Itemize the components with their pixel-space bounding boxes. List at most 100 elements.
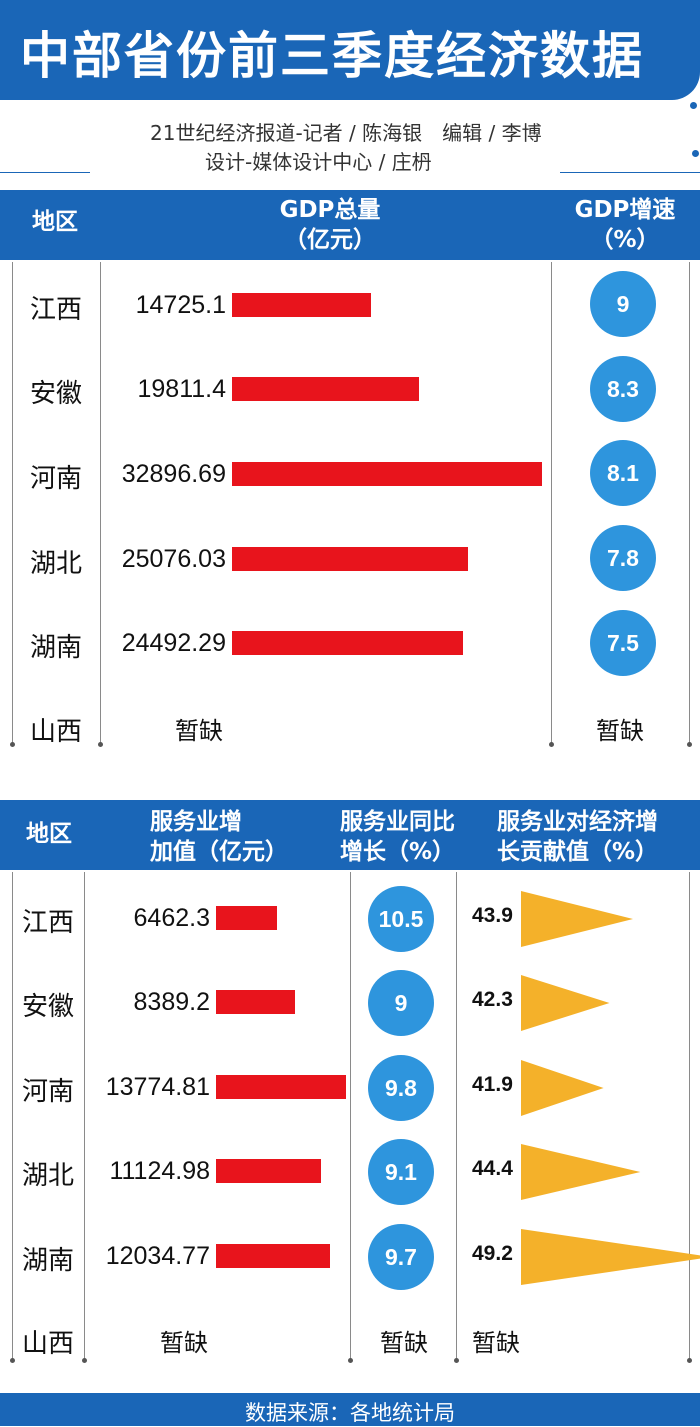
table2-header-growth-2: 增长（%） [340,839,456,865]
t1-gdp-bar [232,547,469,571]
t2-growth-circle: 9.7 [368,1224,434,1290]
divider-dot [10,742,15,747]
divider-dot [549,742,554,747]
table1-header-region: 地区 [32,209,78,235]
t1-region: 河南 [30,464,83,494]
table2-header-contrib-1: 服务业对经济增 [497,809,658,835]
table2-divider [84,872,85,1360]
t1-growth-circle: 8.3 [590,356,656,422]
t2-growth-circle: 9.8 [368,1055,434,1121]
t2-service-value: 12034.77 [105,1242,210,1270]
t1-gdp-bar [232,631,463,655]
t2-growth-na: 暂缺 [380,1329,428,1357]
table2-header-contrib-2: 长贡献值（%） [497,839,659,865]
t1-gdp-na: 暂缺 [175,717,223,745]
t2-region: 山西 [22,1329,75,1359]
t2-contrib-value: 41.9 [472,1073,513,1096]
t1-growth-na: 暂缺 [596,717,644,745]
table1-header [0,190,700,260]
rule-dot [690,102,697,109]
table2-header [0,800,700,870]
t1-region: 山西 [30,717,83,747]
t2-service-bar [216,1159,321,1183]
credit-line-1: 21世纪经济报道-记者 / 陈海银 编辑 / 李博 [150,121,542,145]
t1-growth-circle: 7.8 [590,525,656,591]
t2-contrib-value: 42.3 [472,988,513,1011]
table2-divider [350,872,351,1360]
contribution-triangle [521,1060,604,1116]
t1-region: 安徽 [30,379,83,409]
divider-dot [10,1358,15,1363]
divider-dot [348,1358,353,1363]
table2-header-value-1: 服务业增 [150,809,242,835]
t1-growth-circle: 9 [590,271,656,337]
contribution-triangle [521,1144,641,1200]
table1-divider [551,262,552,744]
table2-header-region: 地区 [26,821,72,847]
credit-line-2: 设计-媒体设计中心 / 庄枬 [205,150,432,174]
divider-dot [454,1358,459,1363]
t2-service-bar [216,906,277,930]
contribution-triangle [521,1229,700,1285]
t1-region: 江西 [30,295,83,325]
table2-divider [689,872,690,1360]
t1-gdp-value: 14725.1 [135,291,226,319]
table1-divider [100,262,101,744]
t1-region: 湖南 [30,633,83,663]
rule-dot [692,150,699,157]
t2-service-value: 13774.81 [105,1073,210,1101]
t2-growth-circle: 10.5 [368,886,434,952]
t1-gdp-bar [232,293,371,317]
credit-rule-right [560,172,700,173]
divider-dot [82,1358,87,1363]
table2-header-growth-1: 服务业同比 [340,809,455,835]
t2-value-na: 暂缺 [160,1329,208,1357]
t1-growth-circle: 7.5 [590,610,656,676]
t2-region: 安徽 [22,992,75,1022]
t2-service-bar [216,1075,346,1099]
divider-dot [98,742,103,747]
t2-contrib-value: 49.2 [472,1242,513,1265]
t2-contrib-value: 43.9 [472,904,513,927]
t2-service-value: 8389.2 [133,988,210,1016]
t1-gdp-value: 19811.4 [137,375,226,403]
t1-region: 湖北 [30,549,83,579]
page-title: 中部省份前三季度经济数据 [20,27,644,85]
divider-dot [687,742,692,747]
t2-contrib-value: 44.4 [472,1157,513,1180]
t1-gdp-bar [232,377,419,401]
t1-gdp-value: 24492.29 [121,629,226,657]
table1-header-growth-1: GDP增速 [574,197,676,223]
t2-region: 江西 [22,908,75,938]
table2-header-value-2: 加值（亿元） [150,839,288,865]
table1-divider [12,262,13,744]
contribution-triangle [521,891,633,947]
table1-divider [689,262,690,744]
footer-bar [0,1393,700,1426]
t1-gdp-value: 25076.03 [121,545,226,573]
table1-header-gdp-2: （亿元） [284,227,376,253]
table1-header-growth-2: （%） [590,227,660,253]
t1-gdp-value: 32896.69 [121,460,226,488]
t2-region: 湖南 [22,1246,75,1276]
t2-service-value: 6462.3 [133,904,210,932]
t2-service-bar [216,1244,330,1268]
title-banner [0,0,700,100]
divider-dot [687,1358,692,1363]
t1-growth-circle: 8.1 [590,440,656,506]
data-source: 数据来源：各地统计局 [245,1401,455,1425]
table2-divider [456,872,457,1360]
t2-region: 河南 [22,1077,75,1107]
t2-region: 湖北 [22,1161,75,1191]
t2-service-value: 11124.98 [109,1157,210,1185]
t2-growth-circle: 9 [368,970,434,1036]
table1-header-gdp-1: GDP总量 [279,197,381,223]
t2-contrib-na: 暂缺 [472,1329,520,1357]
t1-gdp-bar [232,462,542,486]
credit-rule-left [0,172,90,173]
contribution-triangle [521,975,610,1031]
t2-service-bar [216,990,296,1014]
table2-divider [12,872,13,1360]
t2-growth-circle: 9.1 [368,1139,434,1205]
